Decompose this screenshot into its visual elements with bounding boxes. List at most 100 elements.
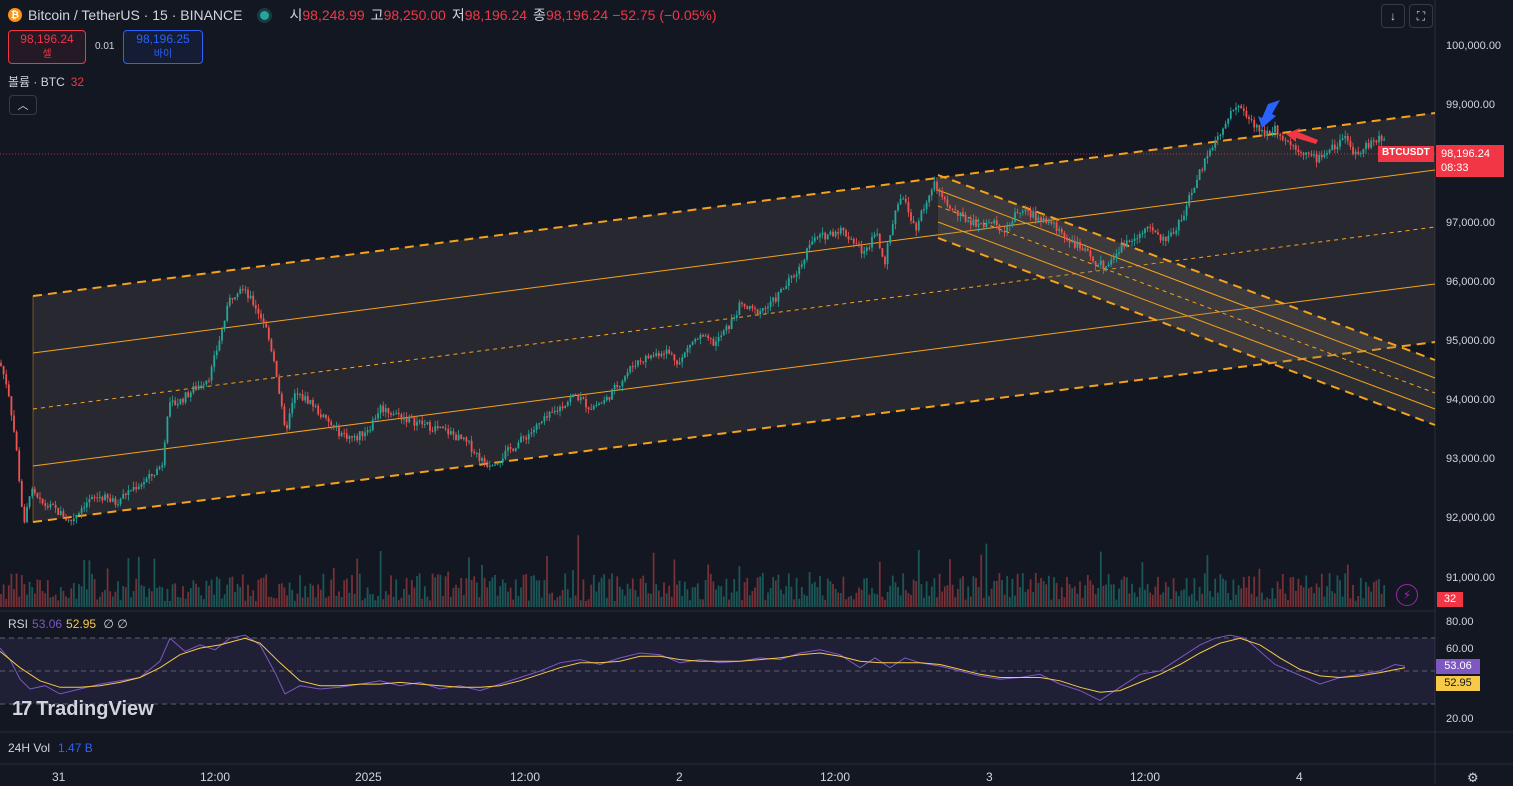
price-axis-label: 100,000.00 — [1446, 40, 1502, 52]
volume-bar — [1120, 579, 1123, 607]
volume-bar — [709, 573, 712, 607]
tradingview-logo[interactable]: 17 TradingView — [12, 698, 154, 721]
candle-body — [392, 413, 395, 415]
candle-body — [228, 297, 231, 306]
volume-bar — [538, 580, 541, 607]
tradingview-logo-text: TradingView — [36, 698, 154, 720]
candle-body — [384, 408, 387, 413]
candle-body — [130, 490, 132, 492]
volume-bar — [345, 578, 348, 607]
fullscreen-button[interactable]: ⛶ — [1409, 4, 1433, 28]
candle-body — [704, 335, 707, 337]
volume-bar — [28, 581, 31, 607]
candle-body — [811, 241, 814, 245]
volume-bar — [1263, 599, 1266, 607]
volume-bar — [1266, 597, 1269, 607]
candle-body — [80, 508, 83, 514]
volume-bar — [1341, 596, 1344, 607]
volume-bar — [491, 577, 494, 607]
candle-body — [390, 413, 392, 415]
candle-body — [234, 297, 236, 300]
candle-body — [1232, 109, 1235, 112]
settings-gear-icon[interactable]: ⚙ — [1467, 770, 1479, 785]
volume-bar — [1349, 598, 1352, 607]
volume-bar — [0, 594, 2, 607]
market-status-icon[interactable] — [260, 10, 270, 20]
lightning-icon[interactable]: ⚡ — [1396, 584, 1418, 606]
candle-body — [1131, 240, 1133, 242]
candle-body — [670, 353, 673, 355]
candle-body — [517, 442, 520, 449]
volume-bar — [72, 583, 75, 607]
volume-bar — [520, 587, 522, 607]
candle-body — [1261, 129, 1263, 132]
volume-legend[interactable]: 볼륨 · BTC 32 — [8, 73, 84, 90]
rsi-legend[interactable]: RSI 53.06 52.95 ∅ ∅ — [8, 617, 128, 631]
volume-bar — [70, 588, 73, 607]
rsi-band — [0, 638, 1435, 704]
volume-bar — [127, 558, 130, 607]
candle-body — [746, 306, 749, 309]
volume-bar — [696, 583, 699, 607]
candle-body — [1214, 140, 1217, 148]
volume-bar — [104, 590, 106, 607]
volume-bar — [231, 576, 234, 607]
candle-body — [1227, 118, 1230, 124]
sell-button[interactable]: 98,196.24 셀 — [8, 30, 86, 64]
volume-bar — [408, 594, 411, 607]
volume-bar — [96, 599, 99, 607]
candle-body — [1099, 260, 1102, 265]
volume-bar — [1214, 578, 1217, 607]
vol24-legend[interactable]: 24H Vol 1.47 B — [8, 741, 93, 755]
volume-bar — [218, 578, 221, 607]
volume-label: 볼륨 · BTC — [8, 75, 65, 89]
candle-body — [642, 361, 645, 363]
volume-bar — [1190, 593, 1193, 607]
symbol-header[interactable]: ₿ Bitcoin / TetherUS · 15 · BINANCE 시 98,… — [8, 5, 721, 25]
volume-bar — [117, 581, 119, 607]
candle-body — [613, 384, 616, 390]
volume-bar — [990, 588, 993, 607]
volume-bar — [475, 582, 478, 607]
candle-body — [195, 386, 197, 390]
volume-bar — [1289, 577, 1292, 607]
collapse-legend-button[interactable]: ︿ — [9, 95, 37, 115]
candle-body — [1209, 150, 1211, 156]
candle-body — [403, 417, 405, 420]
candle-body — [923, 209, 925, 211]
candle-body — [595, 405, 598, 407]
time-axis-label: 12:00 — [510, 770, 541, 784]
candle-body — [639, 360, 642, 362]
volume-bar — [83, 559, 86, 607]
candle-body — [850, 238, 853, 240]
scroll-to-latest-button[interactable]: ↓ — [1381, 4, 1405, 28]
candle-body — [153, 474, 156, 476]
candle-body — [1097, 264, 1100, 266]
candle-body — [566, 401, 569, 406]
volume-bar — [899, 595, 902, 607]
buy-button[interactable]: 98,196.25 바이 — [123, 30, 203, 64]
volume-bar — [767, 592, 769, 607]
volume-bar — [1344, 573, 1347, 607]
candle-body — [1021, 211, 1024, 213]
candle-body — [910, 212, 912, 221]
volume-bar — [241, 574, 244, 607]
candle-body — [1263, 129, 1266, 137]
volume-bar — [681, 596, 684, 607]
volume-bar — [1149, 592, 1152, 607]
candle-body — [663, 353, 665, 355]
descending-channel-top — [937, 174, 1436, 361]
candle-body — [31, 488, 34, 497]
symbol-title[interactable]: Bitcoin / TetherUS · 15 · BINANCE — [28, 7, 243, 23]
candle-body — [660, 353, 663, 357]
open-value: 98,248.99 — [302, 7, 365, 23]
spread-value: 0.01 — [95, 41, 115, 52]
candle-body — [665, 349, 668, 354]
volume-bar — [772, 577, 775, 607]
candle-body — [1222, 128, 1224, 135]
volume-bar — [956, 588, 959, 607]
volume-bar — [1287, 600, 1289, 607]
volume-bar — [444, 576, 447, 607]
candle-body — [917, 220, 920, 231]
